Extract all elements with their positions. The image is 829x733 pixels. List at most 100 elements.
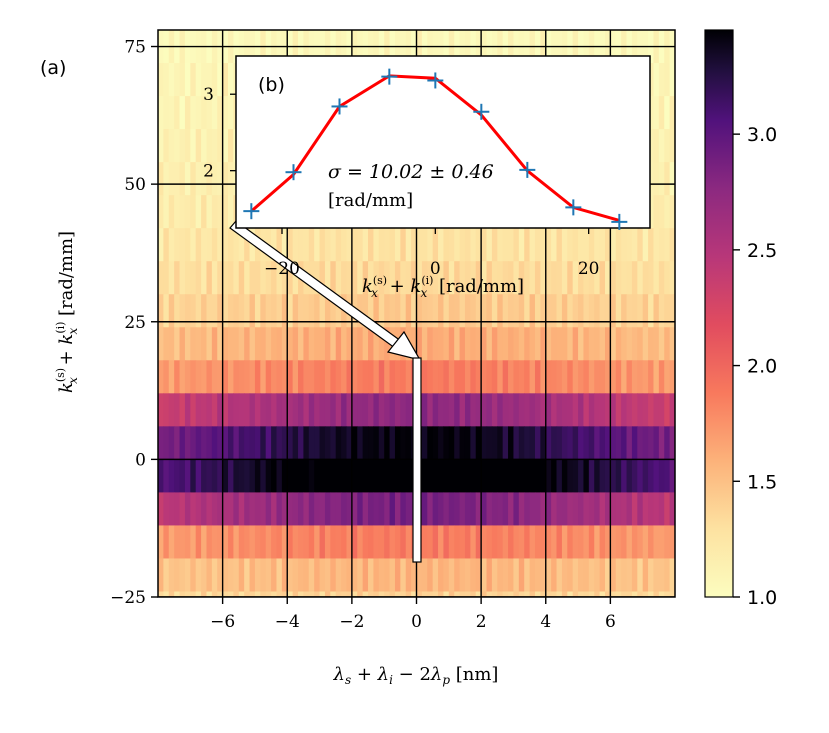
heatmap-cell <box>464 591 471 597</box>
heatmap-cell <box>508 459 515 493</box>
heatmap-cell <box>346 360 353 394</box>
heatmap-cell <box>163 96 170 130</box>
heatmap-cell <box>190 525 197 559</box>
heatmap-cell <box>497 228 504 262</box>
heatmap-cell <box>265 459 272 493</box>
heatmap-cell <box>653 195 660 229</box>
heatmap-cell <box>443 591 450 597</box>
heatmap-cell <box>195 591 202 597</box>
heatmap-cell <box>254 492 261 526</box>
heatmap-cell <box>540 228 547 262</box>
heatmap-cell <box>184 195 191 229</box>
y-tick-label: 0 <box>135 450 146 470</box>
heatmap-cell <box>621 426 628 460</box>
heatmap-cell <box>540 393 547 427</box>
heatmap-cell <box>368 492 375 526</box>
heatmap-cell <box>163 129 170 163</box>
heatmap-cell <box>653 393 660 427</box>
heatmap-cell <box>174 129 181 163</box>
heatmap-cell <box>567 558 574 592</box>
heatmap-cell <box>190 360 197 394</box>
heatmap-cell <box>534 294 541 328</box>
heatmap-cell <box>206 63 213 97</box>
heatmap-cell <box>416 228 423 262</box>
heatmap-cell <box>217 261 224 295</box>
heatmap-cell <box>400 591 407 597</box>
x-axis-label: λs + λi − 2λp [nm] <box>333 664 499 687</box>
heatmap-cell <box>448 591 455 597</box>
colorbar-tick-label: 1.5 <box>747 471 777 493</box>
heatmap-cell <box>491 294 498 328</box>
heatmap-cell <box>427 459 434 493</box>
inset-x-tick-label: 0 <box>430 259 441 279</box>
heatmap-cell <box>233 327 240 361</box>
heatmap-cell <box>362 327 369 361</box>
heatmap-cell <box>411 591 418 597</box>
heatmap-cell <box>416 558 423 592</box>
heatmap-cell <box>168 96 175 130</box>
heatmap-cell <box>664 558 671 592</box>
data-point <box>611 213 628 230</box>
heatmap-cell <box>459 261 466 295</box>
heatmap-cell <box>669 591 675 597</box>
heatmap-cell <box>610 426 617 460</box>
heatmap-cell <box>454 327 461 361</box>
heatmap-cell <box>362 459 369 493</box>
heatmap-cell <box>341 360 348 394</box>
heatmap-cell <box>475 261 482 295</box>
heatmap-cell <box>578 393 585 427</box>
heatmap-cell <box>459 459 466 493</box>
heatmap-cell <box>534 591 541 597</box>
heatmap-cell <box>454 591 461 597</box>
heatmap-cell <box>271 360 278 394</box>
heatmap-cell <box>373 261 380 295</box>
heatmap-cell <box>551 525 558 559</box>
heatmap-cell <box>362 426 369 460</box>
heatmap-cell <box>583 591 590 597</box>
heatmap-cell <box>201 96 208 130</box>
heatmap-cell <box>610 228 617 262</box>
heatmap-cell <box>217 492 224 526</box>
heatmap-cell <box>195 459 202 493</box>
heatmap-cell <box>421 558 428 592</box>
heatmap-cell <box>217 228 224 262</box>
heatmap-cell <box>637 360 644 394</box>
heatmap-cell <box>529 261 536 295</box>
heatmap-cell <box>174 261 181 295</box>
heatmap-cell <box>357 558 364 592</box>
heatmap-cell <box>238 525 245 559</box>
heatmap-cell <box>373 525 380 559</box>
heatmap-cell <box>664 228 671 262</box>
heatmap-cell <box>303 492 310 526</box>
heatmap-cell <box>179 426 186 460</box>
x-tick-label: 4 <box>540 612 551 632</box>
heatmap-cell <box>271 525 278 559</box>
heatmap-cell <box>330 426 337 460</box>
heatmap-cell <box>443 393 450 427</box>
heatmap-cell <box>497 327 504 361</box>
heatmap-cell <box>195 294 202 328</box>
heatmap-cell <box>351 360 358 394</box>
heatmap-cell <box>211 426 218 460</box>
heatmap-cell <box>373 459 380 493</box>
heatmap-cell <box>217 294 224 328</box>
heatmap-cell <box>642 327 649 361</box>
heatmap-cell <box>281 525 288 559</box>
heatmap-cell <box>508 360 515 394</box>
heatmap-cell <box>168 327 175 361</box>
heatmap-cell <box>217 63 224 97</box>
heatmap-cell <box>421 294 428 328</box>
data-point <box>565 199 582 216</box>
heatmap-cell <box>389 492 396 526</box>
heatmap-cell <box>621 558 628 592</box>
heatmap-cell <box>287 261 294 295</box>
heatmap-cell <box>626 459 633 493</box>
heatmap-cell <box>664 492 671 526</box>
heatmap-cell <box>464 525 471 559</box>
heatmap-cell <box>513 426 520 460</box>
heatmap-cell <box>481 327 488 361</box>
heatmap-cell <box>621 360 628 394</box>
heatmap-cell <box>260 591 267 597</box>
heatmap-cell <box>292 294 299 328</box>
heatmap-cell <box>416 261 423 295</box>
